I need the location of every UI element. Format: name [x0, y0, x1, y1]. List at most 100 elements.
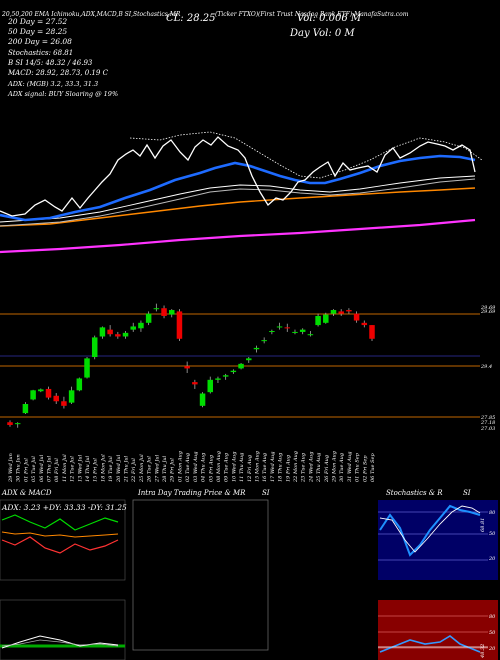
si-axis-80: 80	[489, 614, 496, 620]
macd-signal-line	[1, 639, 119, 647]
price-axis-label: 29.69	[480, 305, 496, 311]
candle-body	[353, 313, 360, 321]
candle-body	[145, 313, 152, 323]
bsi-label: B SI 14/5: 48.32 / 46.93	[7, 59, 93, 67]
stoch-axis-20: 20	[488, 556, 496, 562]
candle-body	[261, 340, 267, 342]
candle-body	[22, 404, 29, 414]
long-ma-line	[0, 218, 476, 254]
date-tick-label: 08 Mon Aug	[216, 451, 222, 482]
candle-body	[207, 379, 214, 393]
candle-body	[253, 347, 260, 350]
price-axis-label: 29.4	[480, 364, 492, 370]
date-tick-label: 11 Thu Aug	[239, 453, 245, 482]
candle-body	[215, 378, 221, 380]
date-tick-label: 17 Wed Aug	[270, 452, 276, 482]
price-line	[0, 136, 476, 217]
candlestick-series	[0, 303, 480, 428]
candle-body	[299, 329, 306, 332]
candle-body	[61, 401, 67, 406]
adx-macd-title: ADX & MACD	[1, 489, 52, 497]
date-tick-label: 14 Thu Jul	[85, 455, 91, 482]
stoch-d-line	[379, 505, 481, 553]
adx-label: ADX: (MGB) 3.2, 33.3, 31.3	[7, 80, 98, 88]
date-tick-label: 26 Fri Aug	[324, 455, 330, 483]
date-tick-label: 06 Tue Sep	[370, 453, 376, 482]
candle-body	[76, 378, 83, 391]
candle-body	[38, 389, 44, 392]
intraday-si: SI	[262, 489, 270, 497]
date-tick-label: 12 Tue Jul	[70, 456, 76, 482]
si-value: 48.32	[480, 644, 486, 659]
day-volume-label: Day Vol: 0 M	[289, 28, 355, 39]
price-axis-label: 27.85	[480, 415, 495, 421]
candle-body	[115, 334, 121, 337]
moving-averages	[0, 131, 483, 254]
stoch-value: 68.81	[480, 518, 486, 532]
candle-body	[369, 325, 375, 339]
intraday-panel: Intra Day Trading Price & MR SI	[132, 489, 270, 651]
date-tick-label: 10 Wed Aug	[231, 452, 237, 482]
candle-body	[330, 310, 337, 314]
date-tick-label: 29 Wed Jun	[8, 453, 14, 483]
candle-body	[99, 327, 106, 337]
adx-signal-label: ADX signal: BUY Sloaring @ 19%	[7, 90, 118, 98]
stochastics-panel: Stochastics & R SI 80 50 20 68.81 80 50 …	[378, 489, 498, 660]
date-tick-label: 21 Thu Jul	[124, 455, 130, 483]
date-tick-label: 22 Mon Aug	[293, 451, 299, 483]
candle-body	[53, 395, 59, 402]
candle-body	[45, 388, 52, 398]
price-axis-label: 27.18	[480, 420, 495, 426]
candle-body	[161, 308, 167, 316]
stochastics-si: SI	[463, 489, 471, 497]
candle-body	[14, 423, 21, 425]
candle-body	[184, 366, 190, 369]
date-tick-label: 12 Fri Aug	[247, 455, 253, 482]
adx-line	[1, 531, 119, 538]
intraday-title: Intra Day Trading Price & MR	[137, 489, 246, 497]
candle-body	[323, 314, 329, 323]
date-tick-label: 02 Tue Aug	[185, 453, 191, 482]
date-tick-label: 05 Fri Aug	[208, 455, 214, 482]
stochastics-label: Stochastics: 68.81	[8, 49, 73, 57]
macd-label: MACD: 28.92, 28.73, 0.19 C	[7, 69, 109, 77]
si-axis-20: 20	[488, 646, 496, 652]
candle-body	[246, 358, 252, 361]
date-tick-label: 09 Tue Aug	[224, 453, 230, 482]
close-label: CL: 28.25	[166, 13, 215, 24]
candle-body	[307, 334, 314, 336]
candle-body	[192, 382, 198, 385]
volume-label: Vol: 0.006 M	[297, 13, 362, 24]
date-tick-label: 30 Tue Aug	[339, 453, 345, 482]
adx-values: ADX: 3.23 +DY: 33.33 -DY: 31.25	[1, 503, 127, 512]
price-axis-label: 29.69	[480, 309, 496, 315]
candle-body	[222, 375, 229, 377]
date-tick-label: 01 Mon Aug	[177, 451, 183, 482]
date-tick-label: 28 Thu Jul	[162, 455, 168, 483]
candle-body	[91, 337, 98, 358]
date-tick-label: 08 Fri Jul	[54, 458, 60, 482]
plus-di-line	[1, 514, 119, 531]
candle-body	[122, 332, 129, 337]
stochastics-title: Stochastics & R	[386, 489, 443, 497]
date-tick-label: 11 Mon Jul	[62, 454, 68, 482]
date-tick-label: 26 Tue Jul	[147, 456, 153, 483]
candle-body	[276, 326, 283, 328]
date-tick-label: 13 Wed Jul	[77, 454, 83, 482]
candle-body	[269, 331, 275, 333]
date-tick-label: 15 Mon Aug	[254, 451, 260, 482]
date-tick-label: 06 Wed Jul	[39, 454, 45, 482]
date-tick-label: 16 Tue Aug	[262, 453, 268, 482]
ema50-line	[0, 175, 476, 223]
date-tick-label: 31 Wed Aug	[347, 452, 353, 482]
ema20-line	[0, 154, 476, 222]
candle-body	[338, 311, 344, 314]
ema200-label: 200 Day = 26.08	[7, 37, 72, 46]
date-tick-label: 19 Fri Aug	[285, 455, 291, 482]
date-tick-label: 30 Thu Jun	[16, 454, 22, 482]
candle-body	[230, 370, 237, 373]
stoch-axis-80: 80	[489, 510, 496, 516]
ticker-label: (Ticker FTXO)	[215, 11, 259, 18]
